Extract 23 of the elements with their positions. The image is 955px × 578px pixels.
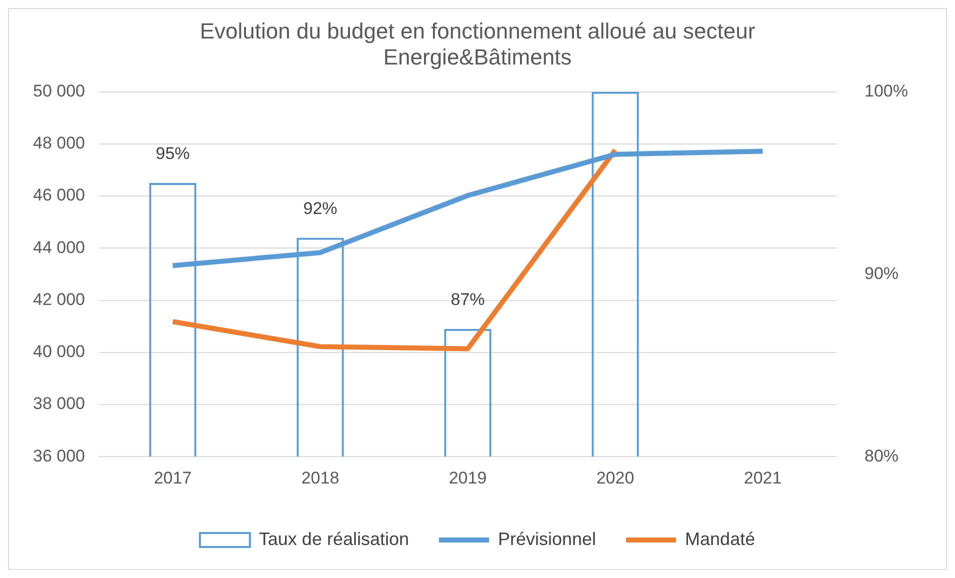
y-tick-label: 44 000 [32,238,85,257]
y-tick-label: 40 000 [32,342,85,362]
x-tick-label: 2021 [744,468,782,488]
x-tick-label: 2017 [154,468,192,488]
data-label: 95% [156,144,190,164]
y2-tick-label: 90% [864,264,899,283]
legend-label: Taux de réalisation [258,528,409,549]
y2-tick-label: 80% [864,446,899,466]
y-tick-label: 50 000 [32,81,85,100]
y-tick-label: 46 000 [32,186,85,205]
x-tick-label: 2020 [596,468,634,488]
chart-title: Evolution du budget en fonctionnement alloué au secteur Energie&Bâtiments [200,18,756,70]
x-tick-label: 2018 [301,468,340,488]
y-tick-label: 38 000 [32,394,85,414]
x-tick-label: 2019 [448,468,487,488]
legend-label: Mandaté [685,528,756,549]
legend-label: Prévisionnel [498,528,596,549]
y2-tick-label: 100% [864,81,908,100]
y-tick-label: 48 000 [32,134,85,153]
y-tick-label: 42 000 [32,290,85,309]
data-label: 87% [450,290,485,310]
data-label: 92% [303,198,338,218]
y-tick-label: 36 000 [32,446,85,466]
